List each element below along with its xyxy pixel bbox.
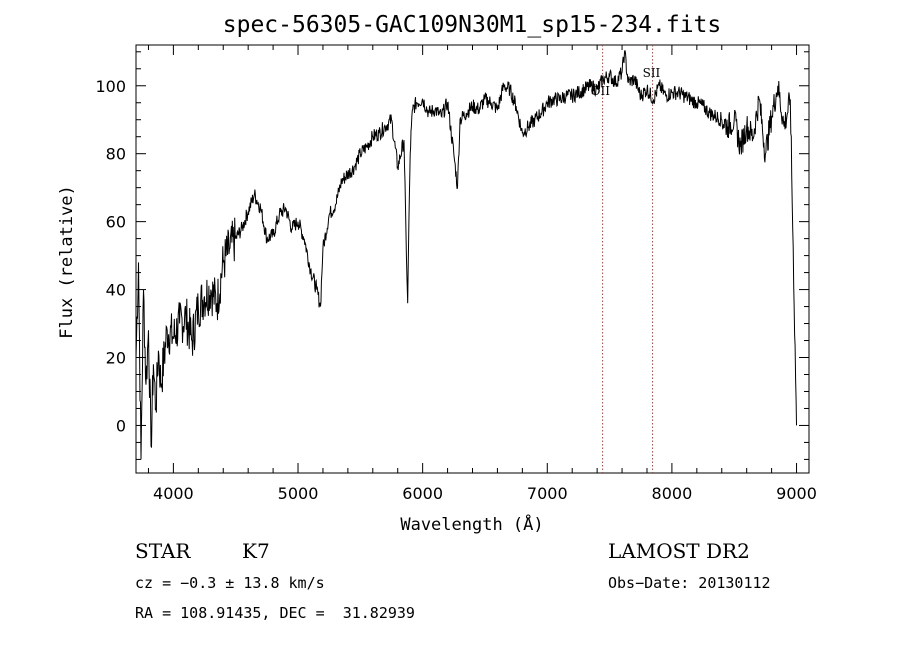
x-tick-label: 8000 — [652, 484, 693, 503]
y-tick-label: 100 — [95, 77, 126, 96]
y-tick-label: 0 — [116, 416, 126, 435]
x-tick-label: 7000 — [527, 484, 568, 503]
coordinates: RA = 108.91435, DEC = 31.82939 — [135, 604, 415, 622]
line-label-sii: SII — [643, 66, 661, 80]
y-axis-label: Flux (relative) — [57, 185, 77, 339]
observation-date: Obs−Date: 20130112 — [608, 574, 771, 592]
chart-title: spec-56305-GAC109N30M1_sp15-234.fits — [223, 12, 722, 38]
survey-name: LAMOST DR2 — [608, 539, 750, 563]
x-tick-label: 5000 — [278, 484, 319, 503]
spectrum-series — [136, 50, 797, 460]
redshift-velocity: cz = −0.3 ± 13.8 km/s — [135, 574, 325, 592]
y-tick-label: 80 — [106, 145, 126, 164]
object-subclass: K7 — [242, 539, 270, 563]
y-tick-label: 60 — [106, 213, 126, 232]
y-tick-label: 20 — [106, 349, 126, 368]
y-tick-label: 40 — [106, 281, 126, 300]
x-tick-label: 9000 — [776, 484, 817, 503]
x-tick-label: 6000 — [402, 484, 443, 503]
x-axis-label: Wavelength (Å) — [400, 513, 543, 535]
x-tick-label: 4000 — [153, 484, 194, 503]
object-class: STAR — [135, 539, 191, 563]
